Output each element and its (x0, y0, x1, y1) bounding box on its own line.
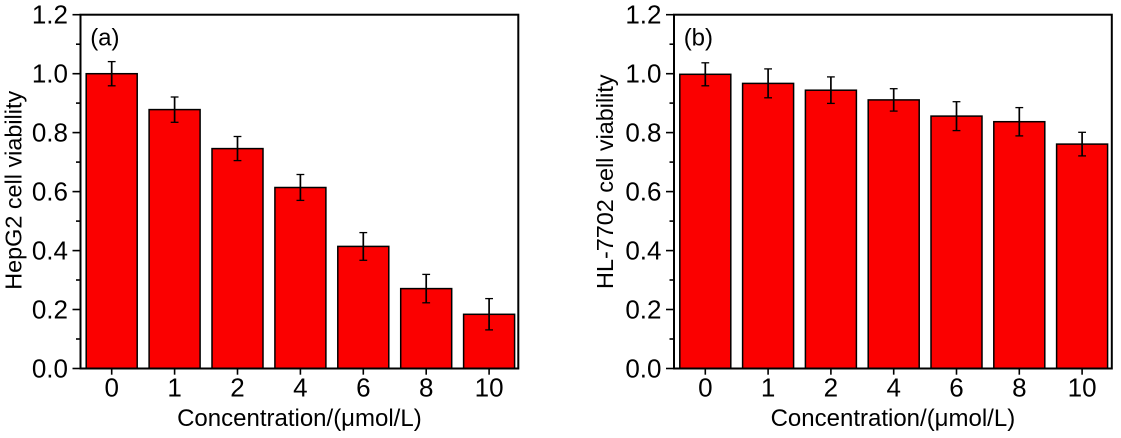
svg-text:1: 1 (761, 373, 775, 403)
svg-text:0.2: 0.2 (32, 294, 68, 324)
svg-text:(a): (a) (90, 24, 119, 51)
svg-text:10: 10 (475, 373, 504, 403)
svg-text:HL-7702 cell viability: HL-7702 cell viability (592, 74, 618, 289)
svg-text:HepG2 cell viability: HepG2 cell viability (1, 91, 27, 290)
svg-text:1.0: 1.0 (32, 59, 68, 89)
svg-text:0.6: 0.6 (32, 177, 68, 207)
svg-text:2: 2 (824, 373, 838, 403)
svg-text:1.2: 1.2 (32, 0, 68, 30)
svg-text:0.8: 0.8 (625, 118, 661, 148)
svg-text:8: 8 (419, 373, 433, 403)
svg-text:(b): (b) (684, 24, 713, 51)
svg-text:1: 1 (167, 373, 181, 403)
svg-text:0.0: 0.0 (32, 353, 68, 383)
svg-text:6: 6 (356, 373, 370, 403)
svg-text:0.8: 0.8 (32, 118, 68, 148)
svg-text:0: 0 (104, 373, 118, 403)
svg-text:0.4: 0.4 (625, 236, 661, 266)
svg-text:Concentration/(μmol/L): Concentration/(μmol/L) (771, 405, 1016, 432)
svg-text:4: 4 (293, 373, 307, 403)
svg-text:Concentration/(μmol/L): Concentration/(μmol/L) (177, 405, 422, 432)
svg-text:4: 4 (886, 373, 900, 403)
svg-text:8: 8 (1012, 373, 1026, 403)
svg-text:2: 2 (230, 373, 244, 403)
svg-text:1.2: 1.2 (625, 0, 661, 30)
svg-text:0: 0 (698, 373, 712, 403)
svg-text:10: 10 (1068, 373, 1097, 403)
svg-text:0.2: 0.2 (625, 294, 661, 324)
svg-text:0.0: 0.0 (625, 353, 661, 383)
svg-text:0.4: 0.4 (32, 236, 68, 266)
svg-text:0.6: 0.6 (625, 177, 661, 207)
svg-text:6: 6 (949, 373, 963, 403)
svg-text:1.0: 1.0 (625, 59, 661, 89)
